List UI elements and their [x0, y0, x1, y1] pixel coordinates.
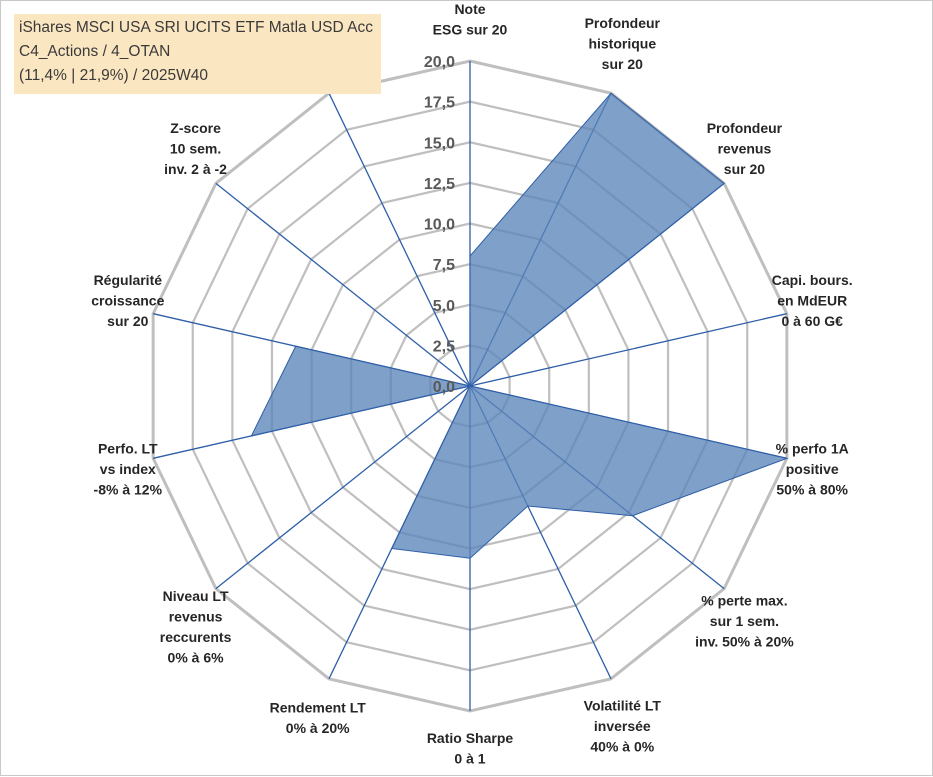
axis-label-line: 40% à 0%	[590, 738, 654, 754]
axis-label-line: Z-score	[170, 120, 221, 136]
axis-label-line: 0% à 20%	[286, 720, 350, 736]
axis-label-line: 50% à 80%	[776, 482, 848, 498]
axis-label-line: Volatilité LT	[584, 697, 662, 713]
axis-label-line: % perfo 1A	[776, 441, 849, 457]
axis-label-line: inv. 2 à -2	[164, 161, 227, 177]
axis-label-line: croissance	[91, 292, 164, 308]
axis-label-0: Note ESG sur 20	[433, 1, 508, 38]
axis-label-1: Profondeur historique sur 20	[585, 15, 661, 72]
radial-tick-labels: 0,0 2,5 5,0 7,5 10,0 12,5 15,0 17,5 20,0	[424, 54, 455, 396]
axis-label-line: Note	[454, 1, 485, 17]
performance-subtitle: (11,4% | 21,9%) / 2025W40	[19, 67, 208, 84]
spoke-13	[328, 92, 471, 387]
axis-label-9: Niveau LT revenus reccurents 0% à 6%	[160, 588, 232, 666]
spoke-9	[215, 385, 471, 590]
axis-label-2: Profondeur revenus sur 20	[707, 120, 783, 177]
axis-label-5: % perte max. sur 1 sem. inv. 50% à 20%	[695, 592, 794, 649]
axis-label-line: 0 à 60 G€	[781, 313, 843, 329]
axis-label-10: Perfo. LT vs index -8% à 12%	[94, 441, 163, 498]
axis-label-line: Profondeur	[707, 120, 783, 136]
axis-label-line: Perfo. LT	[98, 441, 158, 457]
axis-label-line: revenus	[718, 141, 772, 157]
axis-label-line: 10 sem.	[170, 141, 221, 157]
axis-label-line: sur 20	[107, 313, 148, 329]
tick-label: 5,0	[433, 298, 455, 315]
axis-label-line: 0 à 1	[454, 751, 485, 767]
axis-label-6: Volatilité LT inversée 40% à 0%	[584, 697, 662, 754]
axis-label-line: vs index	[100, 461, 156, 477]
tick-label: 2,5	[433, 338, 455, 355]
axis-label-line: sur 20	[724, 161, 765, 177]
axis-label-line: Ratio Sharpe	[427, 730, 514, 746]
tick-label: 0,0	[433, 379, 455, 396]
axis-labels: Note ESG sur 20 Profondeur historique sur 20…	[91, 1, 852, 767]
axis-label-line: Niveau LT	[163, 588, 229, 604]
chart-title-box: iShares MSCI USA SRI UCITS ETF Matla USD…	[14, 14, 381, 94]
data-series-area	[250, 92, 789, 559]
axis-label-4: % perfo 1A positive 50% à 80%	[776, 441, 849, 498]
axis-label-line: Rendement LT	[270, 699, 367, 715]
axis-label-3: Capi. bours. en MdEUR 0 à 60 G€	[772, 272, 853, 329]
axis-label-line: -8% à 12%	[94, 482, 163, 498]
tick-label: 7,5	[433, 257, 455, 274]
axis-label-11: Régularité croissance sur 20	[91, 272, 164, 329]
tick-label: 20,0	[424, 54, 455, 71]
axis-label-line: revenus	[169, 608, 223, 624]
axis-label-12: Z-score 10 sem. inv. 2 à -2	[164, 120, 227, 177]
axis-label-line: sur 20	[602, 56, 643, 72]
axis-label-line: en MdEUR	[777, 292, 847, 308]
axis-label-line: historique	[588, 36, 656, 52]
category-subtitle: C4_Actions / 4_OTAN	[19, 43, 171, 60]
fund-name-title: iShares MSCI USA SRI UCITS ETF Matla USD…	[19, 19, 373, 36]
axis-label-line: Régularité	[94, 272, 163, 288]
axis-label-line: Profondeur	[585, 15, 661, 31]
axis-label-line: inversée	[594, 718, 651, 734]
spoke-3	[469, 313, 787, 387]
axis-label-line: ESG sur 20	[433, 22, 508, 38]
spoke-12	[215, 182, 471, 387]
axis-label-line: % perte max.	[701, 592, 787, 608]
axis-label-line: inv. 50% à 20%	[695, 633, 794, 649]
axis-label-7: Ratio Sharpe 0 à 1	[427, 730, 514, 767]
tick-label: 10,0	[424, 217, 455, 234]
axis-label-line: 0% à 6%	[168, 649, 225, 665]
axis-label-line: reccurents	[160, 629, 232, 645]
tick-label: 15,0	[424, 135, 455, 152]
axis-label-line: sur 1 sem.	[710, 613, 779, 629]
axis-label-line: positive	[786, 461, 839, 477]
tick-label: 17,5	[424, 95, 455, 112]
tick-label: 12,5	[424, 176, 455, 193]
axis-label-line: Capi. bours.	[772, 272, 853, 288]
axis-label-8: Rendement LT 0% à 20%	[270, 699, 367, 736]
